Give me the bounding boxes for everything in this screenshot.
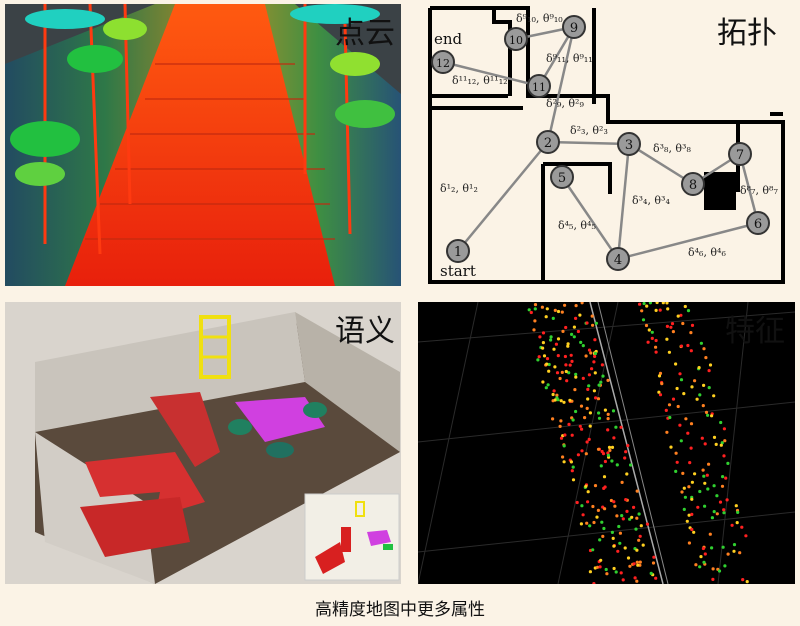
topology-edges [442,25,760,261]
svg-text:7: 7 [736,148,744,163]
svg-text:8: 8 [689,178,697,193]
svg-text:4: 4 [614,253,622,268]
feature-panel: 特征 [418,302,795,584]
semantic-panel: 语义 [5,302,401,584]
node-4: 4 [606,247,630,271]
edge-label-3-8: δ³₈, θ³₈ [653,142,691,155]
end-label: end [434,30,463,48]
edge-label-8-7: δ⁸₇, θ⁸₇ [740,184,778,197]
edge-label-9-10: δ⁹₁₀, θ⁹₁₀ [516,12,563,25]
node-9: 9 [562,15,586,39]
topology-label: 拓扑 [717,16,777,51]
node-1: 1 [446,239,470,263]
start-label: start [440,262,476,280]
edge-label-4-5: δ⁴₅, θ⁴₅ [558,219,596,232]
node-3: 3 [617,132,641,156]
node-12: 12 [431,50,455,74]
figure-caption: 高精度地图中更多属性 [315,600,485,620]
svg-text:2: 2 [544,136,552,151]
svg-text:5: 5 [558,171,566,186]
svg-text:11: 11 [532,81,546,94]
node-5: 5 [550,165,574,189]
svg-text:10: 10 [509,34,523,47]
feature-points-image [418,302,795,584]
node-7: 7 [728,142,752,166]
edge-label-2-3: δ²₃, θ²₃ [570,124,608,137]
svg-text:6: 6 [754,217,762,232]
node-2: 2 [536,130,560,154]
svg-text:1: 1 [454,245,462,260]
semantic-room-image [5,302,401,584]
point-cloud-image [5,4,401,286]
topology-diagram: δ¹₂, θ¹₂ δ²₃, θ²₃ δ³₈, θ³₈ δ⁸₇, θ⁸₇ δ³₄,… [428,6,785,284]
node-8: 8 [681,172,705,196]
svg-text:3: 3 [625,138,633,153]
topology-panel: δ¹₂, θ¹₂ δ²₃, θ²₃ δ³₈, θ³₈ δ⁸₇, θ⁸₇ δ³₄,… [418,4,795,286]
svg-text:9: 9 [570,21,578,36]
point-cloud-panel: 点云 [5,4,401,286]
svg-text:12: 12 [436,57,450,70]
node-6: 6 [746,211,770,235]
edge-label-3-4: δ³₄, θ³₄ [632,194,670,207]
node-11: 11 [527,74,551,98]
feature-dots [527,302,749,584]
semantic-label: 语义 [335,314,395,349]
edge-label-9-11: δ⁹₁₁, θ⁹₁₁ [546,52,593,65]
edge-label-1-2: δ¹₂, θ¹₂ [440,182,478,195]
node-10: 10 [504,27,528,51]
edge-label-11-12: δ¹¹₁₂, θ¹¹₁₂ [452,74,508,87]
edge-label-4-6: δ⁴₆, θ⁴₆ [688,246,726,259]
feature-label: 特征 [725,314,785,349]
edge-label-2-9: δ²₉, θ²₉ [546,97,584,110]
point-cloud-label: 点云 [335,16,395,51]
obstacle-block [704,172,736,210]
